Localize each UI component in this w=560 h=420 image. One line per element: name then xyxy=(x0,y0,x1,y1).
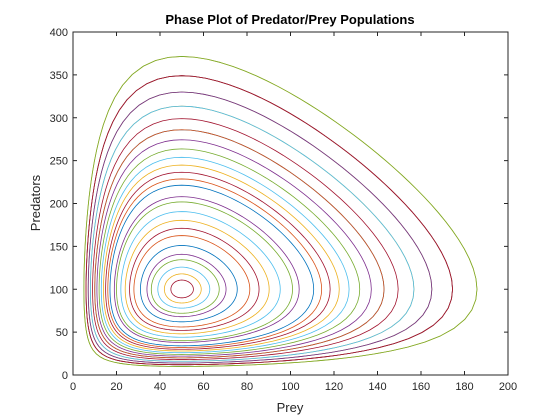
y-tick-label: 400 xyxy=(50,27,68,39)
orbit-series-line-26 xyxy=(87,91,433,364)
orbit-series-line-1 xyxy=(170,279,194,299)
orbit-series-line-2 xyxy=(163,273,202,304)
x-tick-label: 160 xyxy=(412,381,430,393)
y-tick-label: 200 xyxy=(50,199,68,211)
x-axis-ticks: 0 20 40 60 80 100 120 140 160 180 200 xyxy=(70,32,517,393)
orbit-series-line-12 xyxy=(113,196,300,343)
orbit-series-line-19 xyxy=(96,139,372,357)
y-tick-label: 350 xyxy=(50,70,68,82)
y-tick-label: 100 xyxy=(50,284,68,296)
orbit-series-line-17 xyxy=(100,156,350,354)
orbit-series-line-7 xyxy=(133,235,251,328)
orbit-series-line-24 xyxy=(90,105,415,362)
orbit-series-line-11 xyxy=(116,201,293,342)
orbit-series-line-31 xyxy=(83,56,478,367)
x-tick-label: 140 xyxy=(368,381,386,393)
chart-title: Phase Plot of Predator/Prey Populations xyxy=(165,12,414,27)
x-tick-label: 200 xyxy=(499,381,517,393)
y-tick-label: 300 xyxy=(50,113,68,125)
y-axis-label: Predators xyxy=(28,174,43,231)
x-tick-label: 60 xyxy=(197,381,209,393)
series-layer xyxy=(83,56,478,367)
orbit-series-line-29 xyxy=(85,75,453,366)
x-tick-label: 20 xyxy=(110,381,122,393)
x-tick-label: 120 xyxy=(325,381,343,393)
x-tick-label: 180 xyxy=(455,381,473,393)
x-tick-label: 0 xyxy=(70,381,76,393)
orbit-series-line-14 xyxy=(107,178,323,348)
y-tick-label: 150 xyxy=(50,241,68,253)
y-tick-label: 50 xyxy=(56,327,68,339)
orbit-series-line-3 xyxy=(157,266,211,309)
y-tick-label: 250 xyxy=(50,156,68,168)
orbit-series-line-16 xyxy=(103,164,340,352)
plot-area xyxy=(73,32,508,375)
orbit-series-line-15 xyxy=(105,171,331,350)
orbit-series-line-13 xyxy=(109,184,315,347)
orbit-series-line-9 xyxy=(124,219,270,335)
orbit-series-line-18 xyxy=(98,148,361,355)
x-tick-label: 40 xyxy=(154,381,166,393)
y-axis-ticks: 0 50 100 150 200 250 300 350 400 xyxy=(50,27,508,382)
orbit-series-line-5 xyxy=(146,253,227,318)
orbit-series-line-10 xyxy=(120,211,281,338)
x-tick-label: 100 xyxy=(281,381,299,393)
orbit-series-line-6 xyxy=(140,245,238,323)
orbit-series-line-21 xyxy=(94,129,385,359)
x-axis-label: Prey xyxy=(277,400,304,415)
orbit-series-line-4 xyxy=(150,259,220,314)
orbit-series-line-8 xyxy=(129,227,260,331)
orbit-series-line-22 xyxy=(92,118,399,360)
x-tick-label: 80 xyxy=(241,381,253,393)
y-tick-label: 0 xyxy=(62,370,68,382)
